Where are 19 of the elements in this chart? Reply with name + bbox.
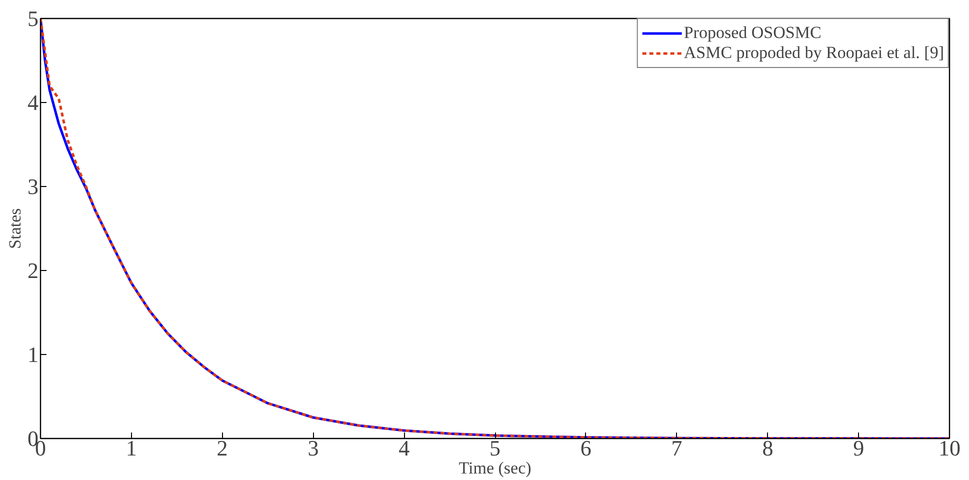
y-tick-label: 4: [28, 90, 38, 115]
y-tick-label: 5: [28, 6, 38, 31]
x-tick-label: 4: [398, 436, 410, 460]
y-tick-label: 3: [28, 174, 38, 199]
x-tick-label: 10: [938, 436, 960, 460]
x-tick-label: 5: [490, 436, 500, 460]
y-axis-title: States: [6, 208, 24, 249]
x-tick-label: 7: [671, 436, 682, 460]
x-tick-label: 1: [126, 436, 137, 460]
x-tick-label: 3: [308, 436, 319, 460]
x-tick-label: 9: [853, 436, 864, 460]
x-axis-title: Time (sec): [458, 458, 532, 478]
x-tick-label: 2: [216, 436, 228, 460]
x-tick-label: 8: [762, 436, 774, 460]
legend-label: ASMC propoded by Roopaei et al. [9]: [684, 43, 944, 63]
y-tick-label: 1: [28, 342, 38, 367]
y-tick-label: 2: [28, 258, 38, 283]
legend-label: Proposed OSOSMC: [684, 23, 822, 43]
x-tick-label: 6: [580, 436, 592, 460]
